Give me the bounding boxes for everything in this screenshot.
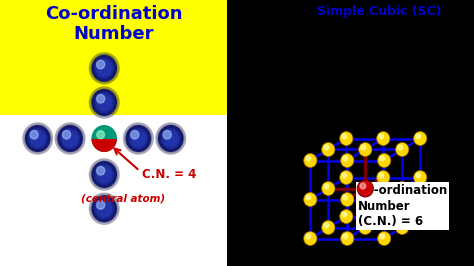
Circle shape bbox=[361, 145, 365, 150]
Circle shape bbox=[304, 231, 317, 246]
Circle shape bbox=[158, 125, 183, 152]
Circle shape bbox=[378, 231, 391, 246]
Circle shape bbox=[340, 210, 353, 223]
Circle shape bbox=[342, 173, 346, 178]
Bar bbox=[0, 115, 228, 266]
Circle shape bbox=[91, 55, 117, 82]
Circle shape bbox=[304, 193, 317, 206]
Circle shape bbox=[343, 234, 347, 239]
Circle shape bbox=[63, 130, 71, 139]
Circle shape bbox=[380, 156, 384, 161]
Circle shape bbox=[380, 234, 384, 239]
Circle shape bbox=[379, 134, 383, 139]
Circle shape bbox=[359, 181, 372, 196]
Circle shape bbox=[30, 130, 38, 139]
Circle shape bbox=[398, 145, 402, 150]
Circle shape bbox=[97, 167, 105, 175]
Circle shape bbox=[91, 89, 117, 116]
Circle shape bbox=[343, 156, 347, 161]
Circle shape bbox=[306, 195, 310, 200]
Circle shape bbox=[416, 173, 420, 178]
Circle shape bbox=[304, 153, 317, 168]
Circle shape bbox=[396, 143, 409, 156]
Circle shape bbox=[306, 156, 310, 161]
Circle shape bbox=[360, 183, 366, 189]
Text: Simple Cubic (SC): Simple Cubic (SC) bbox=[317, 5, 441, 18]
Circle shape bbox=[398, 184, 402, 189]
Circle shape bbox=[324, 145, 328, 150]
Circle shape bbox=[359, 143, 372, 156]
Circle shape bbox=[377, 210, 390, 223]
Circle shape bbox=[341, 193, 354, 206]
Circle shape bbox=[342, 212, 346, 217]
Circle shape bbox=[322, 221, 335, 235]
Circle shape bbox=[341, 231, 354, 246]
Circle shape bbox=[97, 201, 105, 209]
Text: C.N. = 4: C.N. = 4 bbox=[142, 168, 197, 181]
Circle shape bbox=[91, 125, 117, 152]
Circle shape bbox=[359, 221, 372, 235]
Circle shape bbox=[91, 161, 117, 188]
Circle shape bbox=[306, 234, 310, 239]
Circle shape bbox=[126, 125, 151, 152]
Circle shape bbox=[342, 134, 346, 139]
Circle shape bbox=[416, 212, 420, 217]
Text: (central atom): (central atom) bbox=[81, 193, 165, 203]
Circle shape bbox=[380, 195, 384, 200]
Circle shape bbox=[97, 60, 105, 69]
Circle shape bbox=[361, 223, 365, 228]
Circle shape bbox=[378, 153, 391, 168]
Circle shape bbox=[414, 210, 427, 223]
Circle shape bbox=[379, 173, 383, 178]
Circle shape bbox=[414, 131, 427, 146]
Circle shape bbox=[163, 130, 171, 139]
Circle shape bbox=[324, 184, 328, 189]
Circle shape bbox=[378, 193, 391, 206]
Circle shape bbox=[97, 94, 105, 103]
Circle shape bbox=[324, 223, 328, 228]
Circle shape bbox=[414, 171, 427, 185]
Circle shape bbox=[57, 125, 83, 152]
Text: Co-ordination
Number
(C.N.) = 6: Co-ordination Number (C.N.) = 6 bbox=[358, 184, 448, 228]
Circle shape bbox=[322, 181, 335, 196]
Circle shape bbox=[322, 143, 335, 156]
Circle shape bbox=[377, 131, 390, 146]
Circle shape bbox=[379, 212, 383, 217]
Circle shape bbox=[25, 125, 51, 152]
Circle shape bbox=[131, 130, 139, 139]
Circle shape bbox=[340, 131, 353, 146]
Circle shape bbox=[416, 134, 420, 139]
Bar bbox=[0, 0, 228, 115]
Circle shape bbox=[341, 153, 354, 168]
Circle shape bbox=[91, 125, 117, 152]
Circle shape bbox=[396, 181, 409, 196]
Circle shape bbox=[396, 221, 409, 235]
Circle shape bbox=[361, 184, 365, 189]
Text: Co-ordination
Number: Co-ordination Number bbox=[45, 5, 182, 43]
Circle shape bbox=[97, 131, 104, 139]
Circle shape bbox=[340, 171, 353, 185]
Circle shape bbox=[357, 180, 374, 197]
Circle shape bbox=[377, 171, 390, 185]
Circle shape bbox=[91, 195, 117, 222]
Circle shape bbox=[343, 195, 347, 200]
Circle shape bbox=[398, 223, 402, 228]
